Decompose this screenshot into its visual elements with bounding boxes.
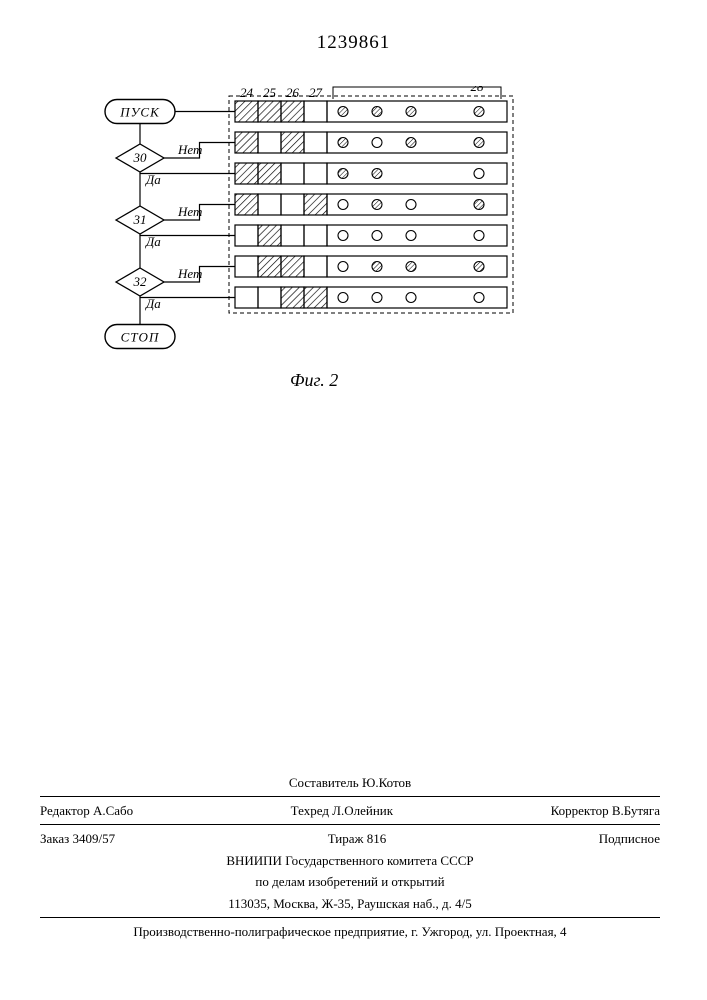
subscript: Подписное: [599, 830, 660, 849]
svg-text:26: 26: [286, 86, 300, 100]
techred: Техред Л.Олейник: [291, 802, 393, 821]
footer-block: Составитель Ю.Котов Редактор А.Сабо Техр…: [40, 771, 660, 942]
svg-text:27: 27: [309, 86, 323, 100]
document-number: 1239861: [0, 32, 707, 54]
svg-text:Нет: Нет: [177, 142, 202, 157]
svg-text:24: 24: [240, 86, 254, 100]
svg-text:Да: Да: [144, 296, 161, 311]
divider: [40, 824, 660, 825]
org-line-1: ВНИИПИ Государственного комитета СССР: [40, 852, 660, 871]
divider: [40, 917, 660, 918]
org-line-2: по делам изобретений и открытий: [40, 873, 660, 892]
svg-text:25: 25: [263, 86, 277, 100]
address: 113035, Москва, Ж-35, Раушская наб., д. …: [40, 895, 660, 914]
svg-text:ПУСК: ПУСК: [119, 105, 160, 120]
compiler-line: Составитель Ю.Котов: [40, 774, 660, 793]
order-row: Заказ 3409/57 Тираж 816 Подписное: [40, 830, 660, 849]
svg-text:Да: Да: [144, 172, 161, 187]
printer-line: Производственно-полиграфическое предприя…: [40, 923, 660, 942]
editor: Редактор А.Сабо: [40, 802, 133, 821]
tirazh: Тираж 816: [328, 830, 387, 849]
svg-text:СТОП: СТОП: [121, 330, 160, 345]
svg-text:31: 31: [133, 212, 147, 227]
svg-text:30: 30: [133, 150, 148, 165]
svg-text:32: 32: [133, 274, 148, 289]
svg-text:Нет: Нет: [177, 204, 202, 219]
order: Заказ 3409/57: [40, 830, 115, 849]
divider: [40, 796, 660, 797]
svg-text:Нет: Нет: [177, 266, 202, 281]
page: 1239861 2425262728ПУСК30НетДа31НетДа32Не…: [0, 0, 707, 1000]
svg-text:Да: Да: [144, 234, 161, 249]
figure-caption: Фиг. 2: [290, 370, 338, 391]
corrector: Корректор В.Бутяга: [551, 802, 660, 821]
credits-row: Редактор А.Сабо Техред Л.Олейник Коррект…: [40, 802, 660, 821]
diagram: 2425262728ПУСК30НетДа31НетДа32НетДаСТОП: [90, 86, 610, 376]
